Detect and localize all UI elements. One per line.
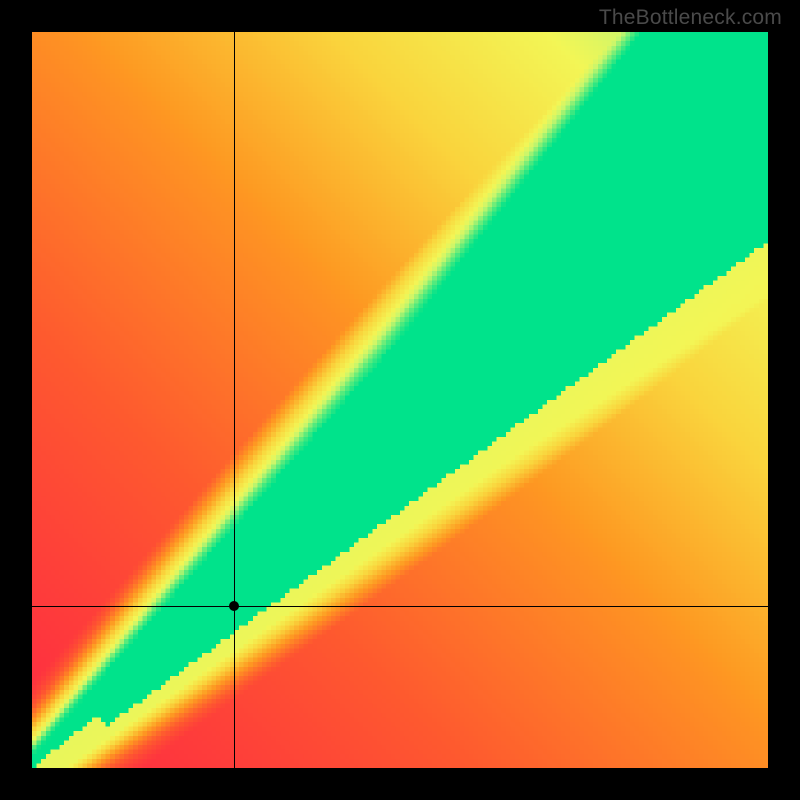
crosshair-vertical [234, 32, 235, 768]
selected-point-marker [229, 601, 239, 611]
bottleneck-heatmap [32, 32, 768, 768]
watermark-text: TheBottleneck.com [599, 6, 782, 30]
crosshair-horizontal [32, 606, 768, 607]
heatmap-canvas [32, 32, 768, 768]
